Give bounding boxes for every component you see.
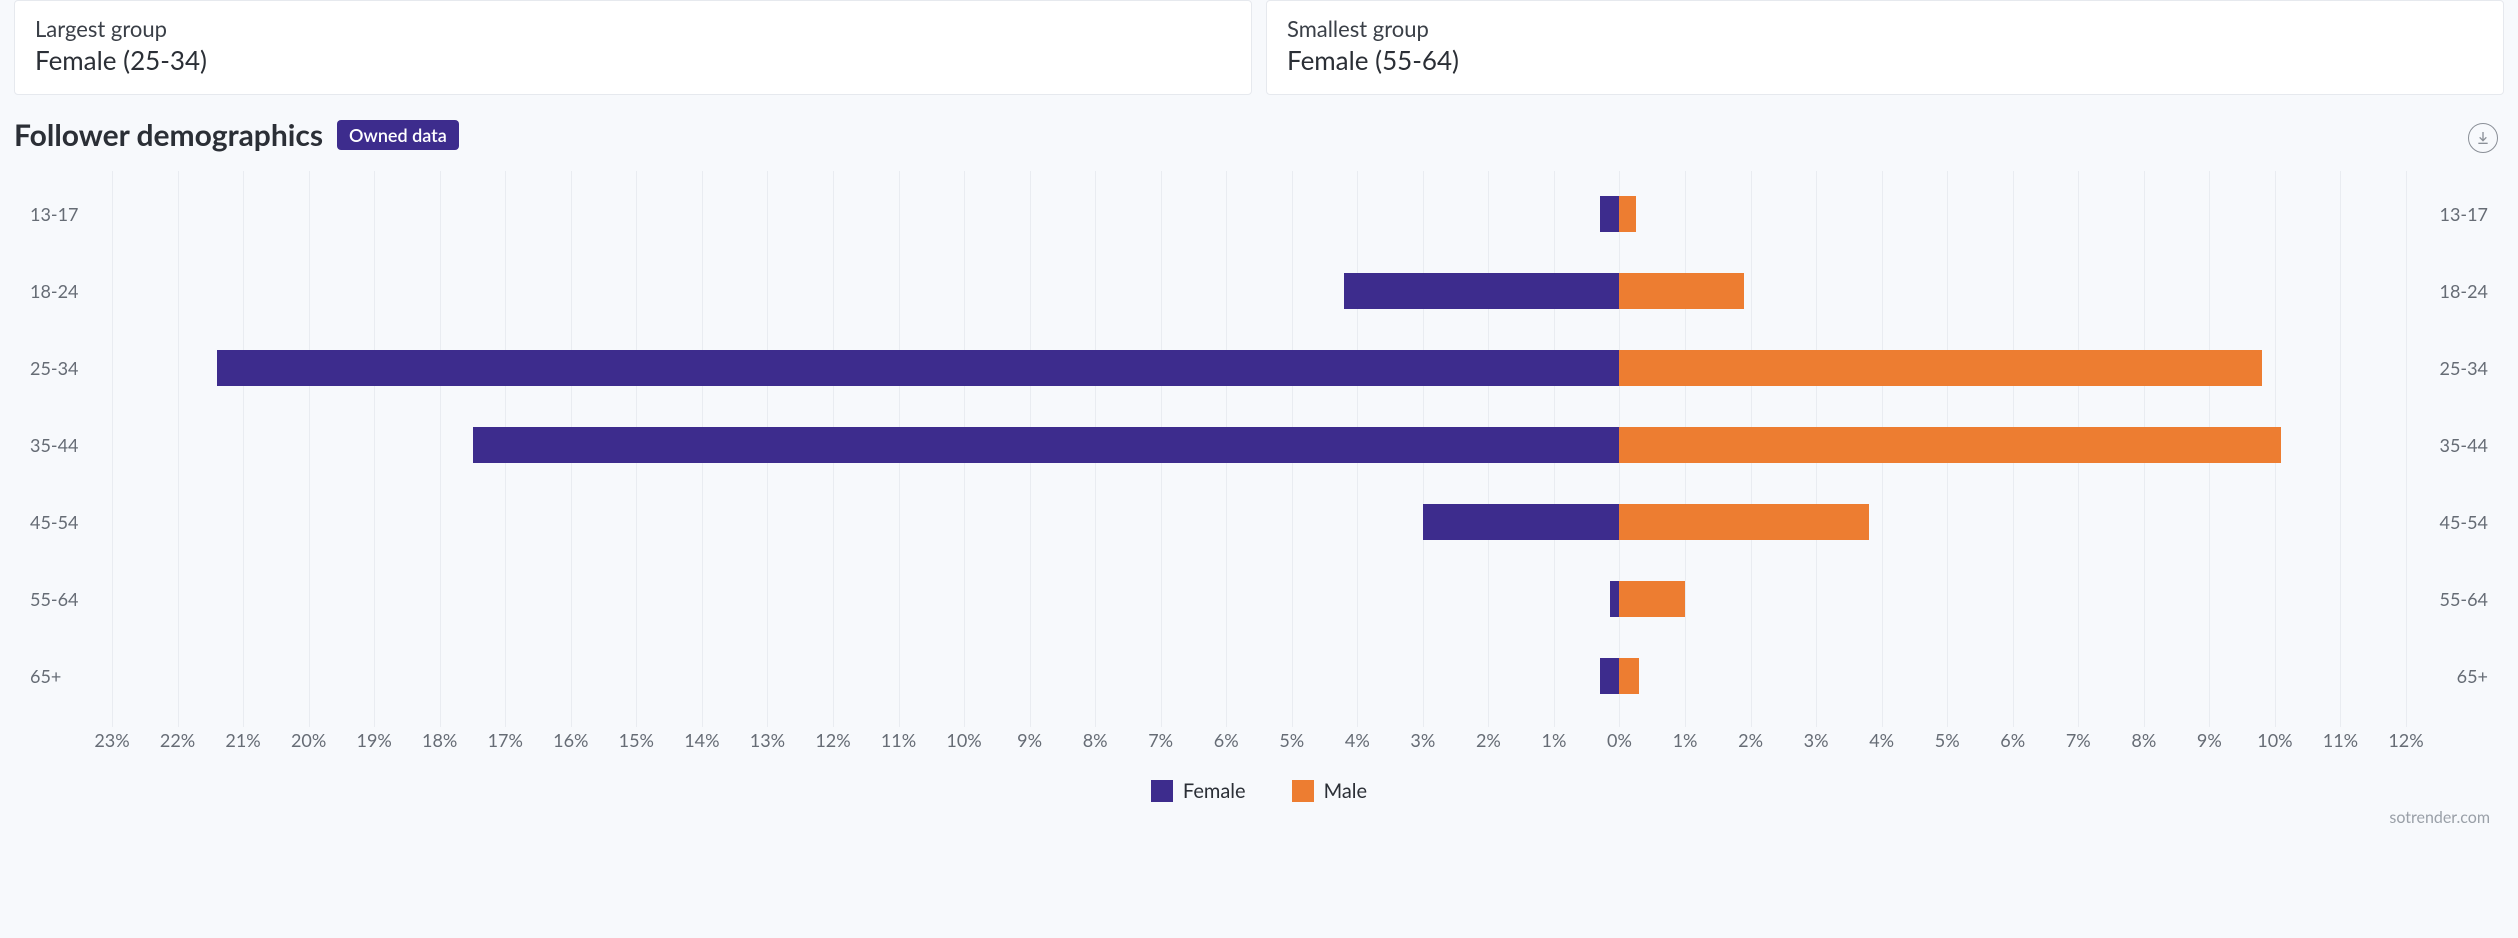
card-largest-group: Largest group Female (25-34) — [14, 0, 1252, 95]
legend-item-male: Male — [1292, 779, 1368, 803]
bar-row — [112, 658, 2406, 694]
x-tick-label: 12% — [2388, 729, 2423, 751]
x-tick-label: 2% — [1476, 729, 1501, 751]
y-tick-label: 35-44 — [30, 434, 104, 456]
x-tick-label: 17% — [488, 729, 523, 751]
card-value: Female (25-34) — [35, 44, 1231, 76]
x-tick-label: 5% — [1935, 729, 1960, 751]
download-icon — [2475, 130, 2491, 146]
bar-male — [1619, 350, 2261, 386]
x-tick-label: 3% — [1804, 729, 1829, 751]
y-tick-label: 45-54 — [2414, 511, 2488, 533]
bar-row — [112, 504, 2406, 540]
x-tick-label: 23% — [94, 729, 129, 751]
y-tick-label: 18-24 — [30, 280, 104, 302]
y-tick-label: 65+ — [30, 665, 104, 687]
y-tick-label: 25-34 — [2414, 357, 2488, 379]
x-tick-label: 7% — [1148, 729, 1173, 751]
x-tick-label: 1% — [1542, 729, 1567, 751]
x-tick-label: 4% — [1869, 729, 1894, 751]
bar-male — [1619, 196, 1635, 232]
x-tick-label: 0% — [1607, 729, 1632, 751]
x-tick-label: 10% — [946, 729, 981, 751]
gridline — [2406, 171, 2407, 727]
bar-row — [112, 350, 2406, 386]
bar-male — [1619, 658, 1639, 694]
y-tick-label: 55-64 — [30, 588, 104, 610]
bar-female — [473, 427, 1620, 463]
card-label: Smallest group — [1287, 15, 2483, 42]
legend-swatch — [1151, 780, 1173, 802]
section-title: Follower demographics — [14, 117, 323, 153]
legend-label: Female — [1183, 779, 1246, 803]
demographics-chart: 23% 22% 21% 20% 19% 18% 17% 16% 15% 14% 13% 12% 11% 1… — [14, 171, 2504, 831]
chart-bars — [112, 175, 2406, 715]
bar-male — [1619, 273, 1744, 309]
y-axis-right: 13-17 18-24 25-34 35-44 45-54 55-64 65+ — [2414, 175, 2504, 715]
x-tick-label: 9% — [1017, 729, 1042, 751]
card-smallest-group: Smallest group Female (55-64) — [1266, 0, 2504, 95]
x-tick-label: 21% — [225, 729, 260, 751]
x-tick-label: 10% — [2257, 729, 2292, 751]
bar-male — [1619, 504, 1868, 540]
y-tick-label: 55-64 — [2414, 588, 2488, 610]
x-tick-label: 13% — [750, 729, 785, 751]
x-tick-label: 8% — [1083, 729, 1108, 751]
bar-female — [217, 350, 1620, 386]
card-label: Largest group — [35, 15, 1231, 42]
x-tick-label: 22% — [160, 729, 195, 751]
download-button[interactable] — [2468, 123, 2498, 153]
x-tick-label: 18% — [422, 729, 457, 751]
bar-male — [1619, 581, 1685, 617]
legend-item-female: Female — [1151, 779, 1246, 803]
legend-label: Male — [1324, 779, 1368, 803]
y-tick-label: 13-17 — [30, 203, 104, 225]
x-tick-label: 9% — [2197, 729, 2222, 751]
bar-female — [1423, 504, 1620, 540]
x-tick-label: 11% — [881, 729, 916, 751]
bar-female — [1610, 581, 1620, 617]
x-tick-label: 20% — [291, 729, 326, 751]
bar-row — [112, 427, 2406, 463]
x-tick-label: 14% — [684, 729, 719, 751]
bar-row — [112, 581, 2406, 617]
x-tick-label: 5% — [1279, 729, 1304, 751]
bar-female — [1344, 273, 1619, 309]
x-tick-label: 2% — [1738, 729, 1763, 751]
y-tick-label: 25-34 — [30, 357, 104, 379]
bar-female — [1600, 658, 1620, 694]
x-tick-label: 8% — [2131, 729, 2156, 751]
bar-female — [1600, 196, 1620, 232]
card-value: Female (55-64) — [1287, 44, 2483, 76]
x-tick-label: 19% — [357, 729, 392, 751]
y-tick-label: 35-44 — [2414, 434, 2488, 456]
chart-legend: Female Male — [14, 779, 2504, 803]
owned-data-badge: Owned data — [337, 120, 459, 150]
y-tick-label: 45-54 — [30, 511, 104, 533]
plot-area: 23%22%21%20%19%18%17%16%15%14%13%12%11%1… — [112, 171, 2406, 751]
y-axis-left: 13-17 18-24 25-34 35-44 45-54 55-64 65+ — [14, 175, 104, 715]
y-tick-label: 18-24 — [2414, 280, 2488, 302]
bar-row — [112, 196, 2406, 232]
bar-row — [112, 273, 2406, 309]
y-tick-label: 65+ — [2414, 665, 2488, 687]
footer-brand: sotrender.com — [2389, 808, 2490, 827]
x-tick-label: 16% — [553, 729, 588, 751]
x-tick-label: 6% — [2000, 729, 2025, 751]
y-tick-label: 13-17 — [2414, 203, 2488, 225]
x-axis-labels: 23%22%21%20%19%18%17%16%15%14%13%12%11%1… — [112, 729, 2406, 751]
x-tick-label: 4% — [1345, 729, 1370, 751]
x-tick-label: 15% — [619, 729, 654, 751]
bar-male — [1619, 427, 2281, 463]
x-tick-label: 3% — [1410, 729, 1435, 751]
x-tick-label: 11% — [2323, 729, 2358, 751]
x-tick-label: 7% — [2066, 729, 2091, 751]
x-tick-label: 1% — [1673, 729, 1698, 751]
legend-swatch — [1292, 780, 1314, 802]
x-tick-label: 12% — [815, 729, 850, 751]
x-tick-label: 6% — [1214, 729, 1239, 751]
